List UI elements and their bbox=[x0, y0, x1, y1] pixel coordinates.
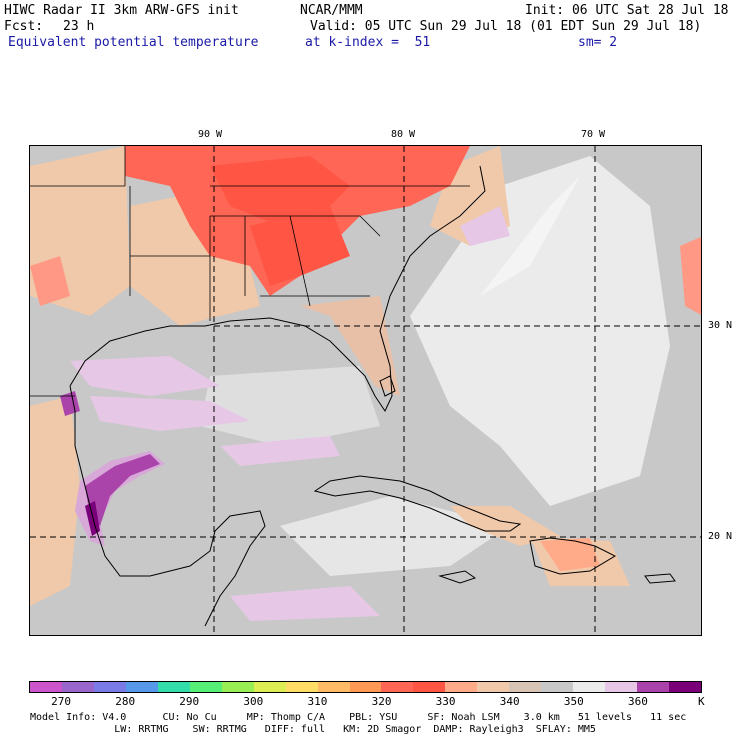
gulf-light-patch bbox=[200, 366, 380, 446]
western-gulf-core bbox=[85, 501, 100, 536]
us-gulf-atlantic-coastline bbox=[69, 165, 486, 413]
colorbar-segment bbox=[285, 682, 318, 692]
colorbar-segment bbox=[221, 682, 254, 692]
colorbar-segment bbox=[30, 682, 62, 692]
colorbar-tick-label: 290 bbox=[179, 695, 200, 708]
florida-warm-area bbox=[300, 296, 400, 396]
caribbean-light-patch bbox=[280, 496, 510, 576]
colorbar-segment bbox=[669, 682, 702, 692]
colorbar-tick-label: 340 bbox=[499, 695, 520, 708]
mexico-coastline bbox=[69, 385, 266, 627]
colorbar-segment bbox=[541, 682, 574, 692]
colorbar-segment bbox=[381, 682, 414, 692]
border-segment bbox=[289, 215, 311, 307]
lat-lon-grid bbox=[30, 146, 701, 635]
atlantic-streak bbox=[480, 176, 580, 296]
puerto-rico-outline bbox=[644, 573, 676, 584]
mexico-warm-area bbox=[30, 396, 80, 606]
hispaniola-red-patch bbox=[540, 538, 600, 571]
colorbar-segment bbox=[317, 682, 350, 692]
valid-time: Valid: 05 UTC Sun 29 Jul 18 (01 EDT Sun … bbox=[310, 19, 702, 34]
forecast-hours: 23 h bbox=[63, 19, 95, 34]
colorbar-segment bbox=[637, 682, 670, 692]
colorbar-tick-label: 300 bbox=[243, 695, 264, 708]
colorbar-tick-label: 320 bbox=[371, 695, 392, 708]
colorbar-segment bbox=[125, 682, 158, 692]
colorbar-tick-label: 360 bbox=[627, 695, 648, 708]
colorbar-segment bbox=[189, 682, 222, 692]
alabama-peak-region bbox=[250, 206, 350, 286]
level-index: at k-index = 51 bbox=[305, 35, 431, 50]
coastlines bbox=[69, 165, 676, 627]
org-label: NCAR/MMM bbox=[300, 3, 363, 18]
gulf-lavender-band-mid bbox=[90, 396, 250, 431]
colorbar-segment bbox=[605, 682, 638, 692]
political-borders bbox=[30, 146, 470, 397]
colorbar-segment bbox=[477, 682, 510, 692]
bahamas-outline bbox=[379, 375, 396, 397]
cuba-warm-area bbox=[450, 506, 560, 546]
model-title: HIWC Radar II 3km ARW-GFS init bbox=[4, 3, 239, 18]
western-gulf-swirl bbox=[85, 454, 160, 526]
atlantic-lavender-patch bbox=[460, 206, 510, 246]
cuba-outline bbox=[313, 475, 522, 532]
colorbar-segment bbox=[413, 682, 446, 692]
forecast-label: Fcst: bbox=[4, 19, 44, 34]
east-edge-red-patch bbox=[680, 236, 701, 315]
theta-e-map bbox=[30, 146, 701, 635]
colorbar-tick-label: 270 bbox=[51, 695, 71, 708]
colorbar-tick-label: 330 bbox=[435, 695, 456, 708]
lat-label-30n: 30 N bbox=[708, 320, 733, 331]
lon-label-80w: 80 W bbox=[391, 129, 416, 140]
init-time: Init: 06 UTC Sat 28 Jul 18 bbox=[525, 3, 729, 18]
colorbar-segment bbox=[61, 682, 94, 692]
texas-red-patch bbox=[30, 256, 70, 306]
hispaniola-outline bbox=[529, 537, 617, 575]
colorbar-segment bbox=[573, 682, 606, 692]
colorbar-tick-label: 310 bbox=[307, 695, 328, 708]
jamaica-outline bbox=[438, 570, 477, 584]
tennessee-peak-region bbox=[210, 156, 350, 226]
model-info-line1: Model Info: V4.0 CU: No Cu MP: Thomp C/A… bbox=[30, 712, 687, 723]
border-segment bbox=[359, 215, 381, 237]
colorbar-tick-label: 350 bbox=[563, 695, 584, 708]
model-info-line2: LW: RRTMG SW: RRTMG DIFF: full KM: 2D Sm… bbox=[30, 724, 596, 735]
colorbar-segment bbox=[445, 682, 478, 692]
colorbar-segment bbox=[253, 682, 286, 692]
colorbar-segment bbox=[157, 682, 190, 692]
colorbar-segment bbox=[349, 682, 382, 692]
lat-label-20n: 20 N bbox=[708, 531, 733, 542]
gulf-lavender-band-north bbox=[70, 356, 220, 396]
colorbar bbox=[29, 681, 702, 693]
smoothing-value: sm= 2 bbox=[578, 35, 618, 50]
field-name: Equivalent potential temperature bbox=[8, 35, 259, 50]
caribbean-lavender-band bbox=[230, 586, 380, 621]
lon-label-70w: 70 W bbox=[581, 129, 606, 140]
colorbar-segment bbox=[509, 682, 542, 692]
colorbar-unit: K bbox=[698, 695, 705, 708]
gulf-lavender-band-south bbox=[220, 436, 340, 466]
colorbar-tick-label: 280 bbox=[115, 695, 136, 708]
lon-label-90w: 90 W bbox=[198, 129, 223, 140]
colorbar-segment bbox=[93, 682, 126, 692]
map-panel bbox=[29, 145, 702, 636]
